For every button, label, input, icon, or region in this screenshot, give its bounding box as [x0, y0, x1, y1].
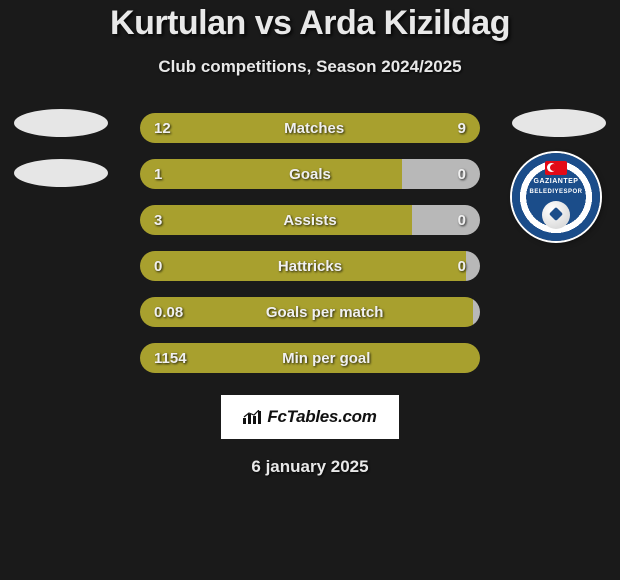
stat-row: 3 Assists 0 [140, 205, 480, 235]
subtitle: Club competitions, Season 2024/2025 [158, 57, 461, 77]
stat-label: Assists [283, 212, 336, 229]
stat-left-value: 1 [154, 166, 162, 183]
stat-label: Matches [284, 120, 344, 137]
stat-row: 0.08 Goals per match [140, 297, 480, 327]
stat-overlay: 3 Assists 0 [140, 205, 480, 235]
brand-link[interactable]: FcTables.com [221, 395, 398, 439]
stat-overlay: 0.08 Goals per match [140, 297, 480, 327]
stat-right-value: 0 [458, 258, 466, 275]
player-avatar-placeholder [512, 109, 606, 137]
club-badge-placeholder [14, 159, 108, 187]
badge-subtext: BELEDIYESPOR [512, 189, 600, 195]
stat-overlay: 1 Goals 0 [140, 159, 480, 189]
stat-label: Goals [289, 166, 331, 183]
stat-row: 1154 Min per goal [140, 343, 480, 373]
stat-label: Hattricks [278, 258, 342, 275]
player-left-avatars [14, 109, 108, 187]
player-right-avatars: GAZIANTEP BELEDIYESPOR [512, 109, 606, 241]
stat-row: 1 Goals 0 [140, 159, 480, 189]
stat-label: Min per goal [282, 350, 370, 367]
brand-label: FcTables.com [267, 407, 376, 427]
stat-left-value: 0 [154, 258, 162, 275]
stat-overlay: 0 Hattricks 0 [140, 251, 480, 281]
stat-right-value: 0 [458, 166, 466, 183]
date-label: 6 january 2025 [251, 457, 368, 477]
stat-left-value: 1154 [154, 350, 187, 367]
stats-area: GAZIANTEP BELEDIYESPOR 12 Matches 9 1 Go… [0, 113, 620, 477]
comparison-card: Kurtulan vs Arda Kizildag Club competiti… [0, 0, 620, 477]
stat-row: 0 Hattricks 0 [140, 251, 480, 281]
badge-city: GAZIANTEP [512, 178, 600, 185]
volleyball-icon [542, 201, 570, 229]
turkish-flag-icon [545, 161, 567, 175]
stat-row: 12 Matches 9 [140, 113, 480, 143]
stat-left-value: 0.08 [154, 304, 183, 321]
stat-right-value: 9 [458, 120, 466, 137]
chart-icon [243, 410, 261, 424]
stat-overlay: 1154 Min per goal [140, 343, 480, 373]
page-title: Kurtulan vs Arda Kizildag [110, 4, 510, 43]
stat-left-value: 12 [154, 120, 171, 137]
club-badge-gaziantep: GAZIANTEP BELEDIYESPOR [512, 153, 600, 241]
stat-left-value: 3 [154, 212, 162, 229]
stat-right-value: 0 [458, 212, 466, 229]
player-avatar-placeholder [14, 109, 108, 137]
stat-label: Goals per match [266, 304, 384, 321]
stat-overlay: 12 Matches 9 [140, 113, 480, 143]
